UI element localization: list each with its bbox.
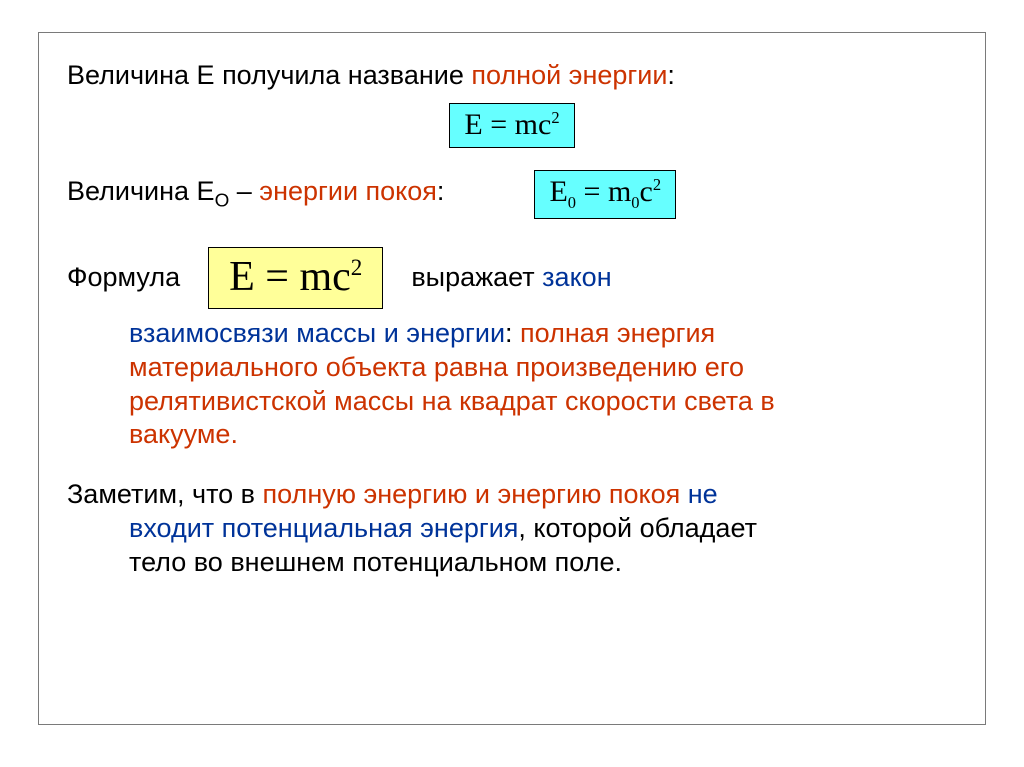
text-line-4: взаимосвязи массы и энергии: полная энер… xyxy=(67,317,957,351)
formula-rhs: mc xyxy=(515,108,552,141)
term-potential-energy: входит потенциальная энергия xyxy=(129,513,518,543)
text-line-9: входит потенциальная энергия, которой об… xyxy=(67,512,957,546)
text-line-6: релятивистской массы на квадрат скорости… xyxy=(67,385,957,419)
term-total-energy: полной энергии xyxy=(471,60,667,90)
text-line-5: материального объекта равна произведению… xyxy=(67,351,957,385)
text: Величина xyxy=(67,60,197,90)
variable-E: E xyxy=(197,60,215,90)
formula-msub: 0 xyxy=(631,193,639,212)
text-not: не xyxy=(680,479,717,509)
text: получила название xyxy=(215,60,472,90)
formula-eq: = xyxy=(255,254,300,300)
text-line-8: Заметим, что в полную энергию и энергию … xyxy=(67,478,957,512)
formula-lhs: E xyxy=(549,175,567,208)
formula-rest-energy: E0 = m0c2 xyxy=(534,170,676,219)
formula-exp: 2 xyxy=(351,254,363,280)
formula-eq: = xyxy=(576,175,608,208)
formula-lhs: E xyxy=(229,254,255,300)
text: : xyxy=(505,318,520,348)
variable-E0: EO xyxy=(197,176,230,206)
formula-mass-energy: E = mc2 xyxy=(208,247,383,309)
text: выражает xyxy=(411,262,542,292)
text: Величина xyxy=(67,176,197,206)
text: Заметим, что в xyxy=(67,479,263,509)
term-law: закон xyxy=(542,262,611,292)
formula-lsub: 0 xyxy=(568,193,576,212)
formula-row-1: E = mc2 xyxy=(67,103,957,148)
formula-rhs: mc xyxy=(299,254,350,300)
text: , которой обладает xyxy=(518,513,757,543)
formula-exp: 2 xyxy=(551,108,559,127)
term-mass-energy-relation: взаимосвязи массы и энергии xyxy=(129,318,505,348)
text-line-7: вакууме. xyxy=(67,418,957,452)
row-law: Формула E = mc2 выражает закон xyxy=(67,247,957,309)
term-total-energy-2: полная энергия xyxy=(520,318,715,348)
text-formula-word: Формула xyxy=(67,261,180,295)
formula-eq: = xyxy=(483,108,515,141)
row-rest-energy: Величина EO – энергии покоя: E0 = m0c2 xyxy=(67,170,957,219)
formula-exp: 2 xyxy=(653,175,661,194)
text: – xyxy=(229,176,259,206)
formula-m: m xyxy=(608,175,631,208)
term-energies: полную энергию и энергию покоя xyxy=(263,479,681,509)
text-line-10: тело во внешнем потенциальном поле. xyxy=(67,546,957,580)
text-line-1: Величина E получила название полной энер… xyxy=(67,59,957,93)
term-rest-energy: энергии покоя xyxy=(259,176,437,206)
formula-total-energy: E = mc2 xyxy=(449,103,574,148)
formula-c: c xyxy=(640,175,653,208)
text-expresses: выражает закон xyxy=(411,261,611,295)
formula-lhs: E xyxy=(464,108,482,141)
text-line-2: Величина EO – энергии покоя: xyxy=(67,175,444,213)
text: : xyxy=(437,176,445,206)
text: : xyxy=(667,60,675,90)
slide: Величина E получила название полной энер… xyxy=(0,0,1024,767)
content-frame: Величина E получила название полной энер… xyxy=(38,32,986,725)
